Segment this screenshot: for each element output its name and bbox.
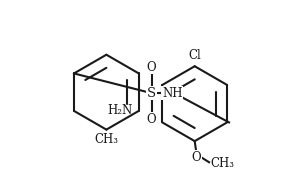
Text: S: S xyxy=(147,87,156,100)
Text: Cl: Cl xyxy=(188,49,201,62)
Text: O: O xyxy=(147,61,156,74)
Text: CH₃: CH₃ xyxy=(210,157,234,170)
Text: O: O xyxy=(192,151,201,164)
Text: H₂N: H₂N xyxy=(108,104,133,117)
Text: CH₃: CH₃ xyxy=(94,133,118,146)
Text: O: O xyxy=(147,113,156,126)
Text: NH: NH xyxy=(162,87,182,100)
